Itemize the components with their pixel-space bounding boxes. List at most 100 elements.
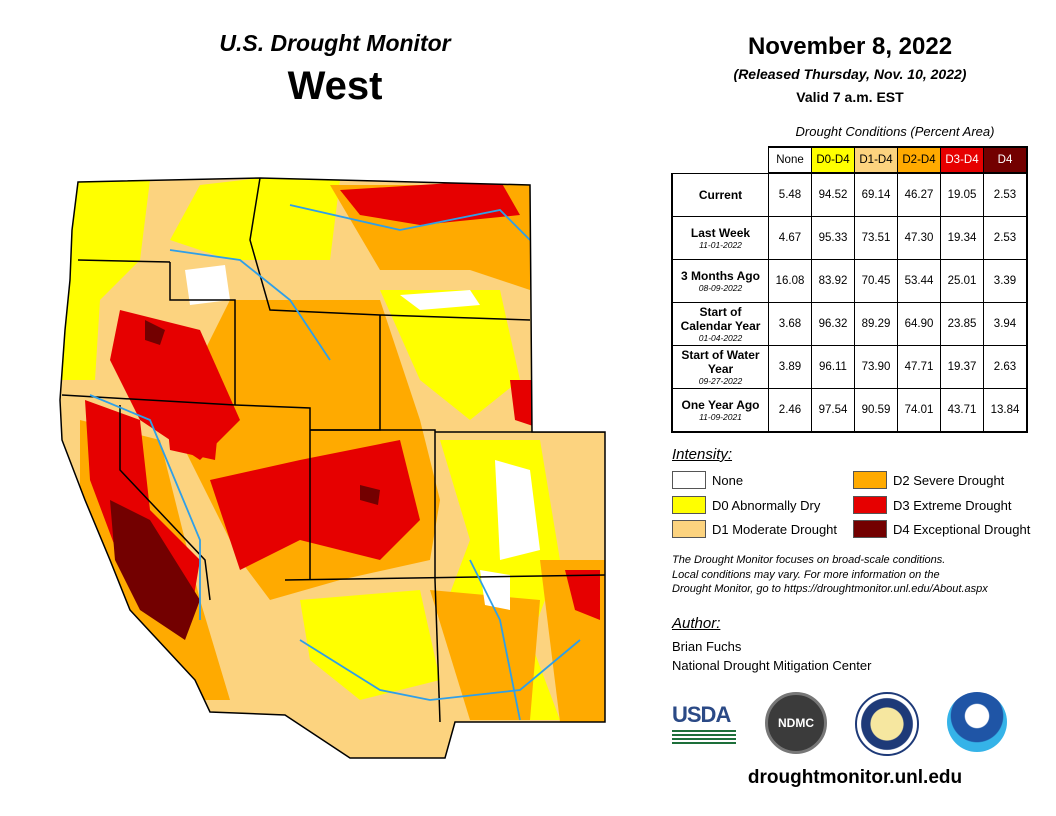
row-date: 09-27-2022: [698, 376, 743, 386]
col-d0-d4: D0-D4: [811, 146, 855, 174]
ndmc-logo-text: NDMC: [778, 716, 814, 730]
table-cell: 13.84: [983, 388, 1028, 433]
legend-title: Intensity:: [672, 446, 733, 463]
table-row: Current 5.48 94.52 69.14 46.27 19.05 2.53: [671, 172, 1028, 217]
row-label: Current: [671, 172, 769, 217]
author-name: Brian Fuchs: [672, 639, 742, 654]
table-cell: 19.34: [940, 216, 984, 260]
swatch: [853, 471, 887, 489]
table-cell: 25.01: [940, 259, 984, 303]
usda-logo-text: USDA: [672, 702, 731, 727]
table-cell: 3.68: [768, 302, 812, 346]
legend-d0: D0 Abnormally Dry: [672, 496, 820, 514]
table-cell: 43.71: [940, 388, 984, 433]
drought-map: [59, 177, 606, 759]
swatch: [853, 520, 887, 538]
legend-label: D0 Abnormally Dry: [712, 497, 821, 513]
table-row: Start of Water Year 09-27-2022 3.89 96.11 73…: [671, 345, 1028, 389]
row-date: 11-01-2022: [699, 240, 742, 250]
legend-label: D2 Severe Drought: [893, 472, 1005, 488]
table-cell: 53.44: [897, 259, 941, 303]
note-line: Drought Monitor, go to https://droughtmo…: [672, 583, 988, 595]
table-row: Last Week 11-01-2022 4.67 95.33 73.51 47.30 19…: [671, 216, 1028, 260]
table-cell: 3.89: [768, 345, 812, 389]
table-cell: 47.30: [897, 216, 941, 260]
note-line: Local conditions may vary. For more info…: [672, 568, 940, 581]
legend-d2: D2 Severe Drought: [853, 471, 1004, 489]
d4-areas: [110, 320, 380, 640]
legend-label: D1 Moderate Drought: [712, 521, 838, 537]
table-cell: 73.51: [854, 216, 898, 260]
legend-d4: D4 Exceptional Drought: [853, 520, 1030, 538]
table-cell: 73.90: [854, 345, 898, 389]
table-cell: 2.53: [983, 172, 1028, 217]
swatch: [853, 496, 887, 514]
row-label: 3 Months Ago 08-09-2022: [671, 259, 769, 303]
table-cell: 47.71: [897, 345, 941, 389]
table-cell: 4.67: [768, 216, 812, 260]
table-cell: 2.53: [983, 216, 1028, 260]
legend-label: D4 Exceptional Drought: [893, 521, 1031, 537]
row-label-text: 3 Months Ago: [681, 269, 760, 283]
row-label-text: Current: [698, 187, 743, 202]
table-cell: 95.33: [811, 216, 855, 260]
valid-time: Valid 7 a.m. EST: [796, 89, 904, 105]
release-date: (Released Thursday, Nov. 10, 2022): [733, 66, 967, 82]
row-label: Last Week 11-01-2022: [671, 216, 769, 260]
table-cell: 83.92: [811, 259, 855, 303]
row-label-text: Start of Calendar Year: [680, 305, 761, 333]
row-label-text: Start of Water Year: [681, 348, 760, 376]
table-row: 3 Months Ago 08-09-2022 16.08 83.92 70.45 53.…: [671, 259, 1028, 303]
table-row: Start of Calendar Year 01-04-2022 3.68 96.3…: [671, 302, 1028, 346]
table-cell: 90.59: [854, 388, 898, 433]
col-d1-d4: D1-D4: [854, 146, 898, 174]
row-label: Start of Calendar Year 01-04-2022: [671, 302, 769, 346]
row-label-text: Last Week: [690, 226, 751, 240]
col-d3-d4: D3-D4: [940, 146, 984, 174]
ndmc-logo: NDMC: [765, 692, 827, 754]
author-info: Brian Fuchs National Drought Mitigation …: [672, 637, 871, 675]
swatch: [672, 520, 706, 538]
table-cell: 89.29: [854, 302, 898, 346]
table-cell: 23.85: [940, 302, 984, 346]
table-cell: 16.08: [768, 259, 812, 303]
table-cell: 19.05: [940, 172, 984, 217]
row-label: Start of Water Year 09-27-2022: [671, 345, 769, 389]
table-cell: 94.52: [811, 172, 855, 217]
drought-conditions-table: None D0-D4 D1-D4 D2-D4 D3-D4 D4 Current 5…: [671, 146, 1028, 433]
table-cell: 2.63: [983, 345, 1028, 389]
author-title: Author:: [672, 615, 721, 632]
swatch: [672, 471, 706, 489]
row-date: 08-09-2022: [698, 283, 743, 293]
legend-d3: D3 Extreme Drought: [853, 496, 1012, 514]
table-cell: 74.01: [897, 388, 941, 433]
rivers: [89, 204, 581, 721]
table-cell: 96.32: [811, 302, 855, 346]
table-cell: 70.45: [854, 259, 898, 303]
row-date: 11-09-2021: [699, 412, 742, 422]
table-cell: 96.11: [811, 345, 855, 389]
table-cell: 5.48: [768, 172, 812, 217]
note-line: The Drought Monitor focuses on broad-sca…: [672, 554, 946, 566]
table-cell: 64.90: [897, 302, 941, 346]
legend-none: None: [672, 471, 743, 489]
table-cell: 69.14: [854, 172, 898, 217]
commerce-seal-logo: [855, 692, 919, 756]
table-cell: 19.37: [940, 345, 984, 389]
table-row: One Year Ago 11-09-2021 2.46 97.54 90.59 74.0…: [671, 388, 1028, 433]
usda-logo: USDA: [672, 702, 736, 744]
website-url[interactable]: droughtmonitor.unl.edu: [747, 767, 963, 788]
blank-header: [672, 147, 769, 173]
table-cell: 46.27: [897, 172, 941, 217]
author-org: National Drought Mitigation Center: [672, 658, 872, 673]
table-header-row: None D0-D4 D1-D4 D2-D4 D3-D4 D4: [672, 146, 1028, 174]
row-date: 01-04-2022: [698, 333, 743, 343]
table-cell: 3.39: [983, 259, 1028, 303]
col-none: None: [768, 146, 812, 174]
state-boundaries: [61, 178, 605, 723]
d3-areas: [85, 180, 600, 620]
legend-label: None: [712, 472, 744, 488]
map-subtitle: U.S. Drought Monitor: [219, 30, 451, 56]
disclaimer-note: The Drought Monitor focuses on broad-sca…: [672, 553, 1052, 597]
